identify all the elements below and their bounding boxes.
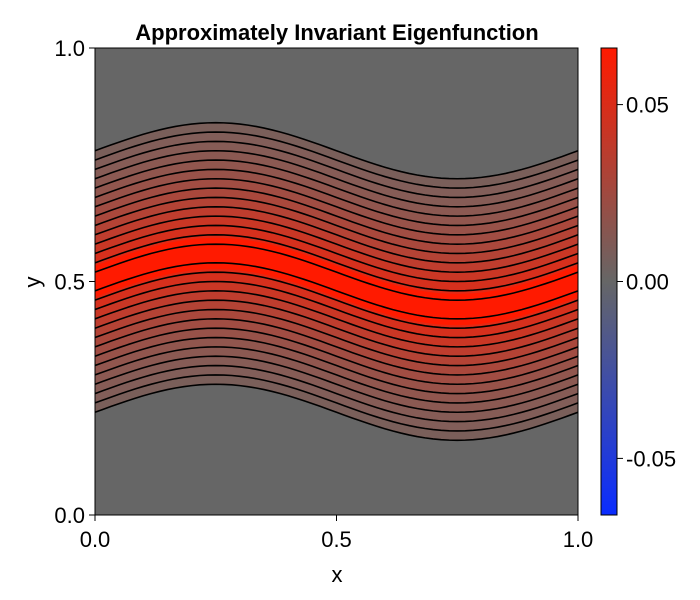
y-axis-label: y (20, 277, 45, 288)
contour-lines (94, 121, 579, 442)
contour-line (94, 308, 579, 367)
contour-line (94, 243, 579, 301)
colorbar-tick-label: 0.05 (626, 93, 669, 118)
contour-band-core (95, 237, 578, 326)
contour-line (94, 177, 579, 236)
contour-line (94, 383, 579, 442)
x-tick-label: 0.0 (80, 527, 111, 552)
contour-line (94, 336, 579, 395)
contour-line (94, 346, 579, 404)
colorbar: 0.05 0.00 -0.05 (600, 47, 676, 516)
contour-line (94, 215, 579, 273)
x-axis: 0.0 0.5 1.0 (80, 515, 594, 552)
contour-line (94, 196, 579, 255)
contour-line (94, 140, 579, 199)
colorbar-gradient (600, 47, 618, 516)
contour-line (94, 374, 579, 432)
x-axis-label: x (332, 562, 343, 587)
x-tick-label: 0.5 (321, 527, 352, 552)
contour-line (94, 327, 579, 386)
contour-line (94, 233, 579, 292)
contour-line (94, 355, 579, 414)
contour-line (94, 121, 579, 180)
contour-line (94, 205, 579, 264)
contour-line (94, 262, 579, 320)
plot-area (94, 47, 579, 516)
y-tick-label: 0.0 (54, 503, 85, 528)
colorbar-tick-label: 0.00 (626, 270, 669, 295)
colorbar-ticks: 0.05 0.00 -0.05 (617, 93, 676, 471)
contour-line (94, 318, 579, 376)
y-tick-label: 0.5 (54, 270, 85, 295)
chart-title: Approximately Invariant Eigenfunction (135, 20, 538, 45)
contour-line (94, 224, 579, 283)
contour-line (94, 364, 579, 423)
contour-line (94, 271, 579, 330)
colorbar-tick-label: -0.05 (626, 446, 676, 471)
y-axis: 0.0 0.5 1.0 (54, 36, 95, 528)
contour-line (94, 168, 579, 227)
contour-line (94, 149, 579, 208)
contour-line (94, 290, 579, 348)
x-tick-label: 1.0 (563, 527, 594, 552)
contour-line (94, 299, 579, 358)
contour-line (94, 131, 579, 189)
contour-line (94, 159, 579, 217)
contour-line (94, 280, 579, 339)
y-tick-label: 1.0 (54, 36, 85, 61)
contour-line (94, 187, 579, 245)
